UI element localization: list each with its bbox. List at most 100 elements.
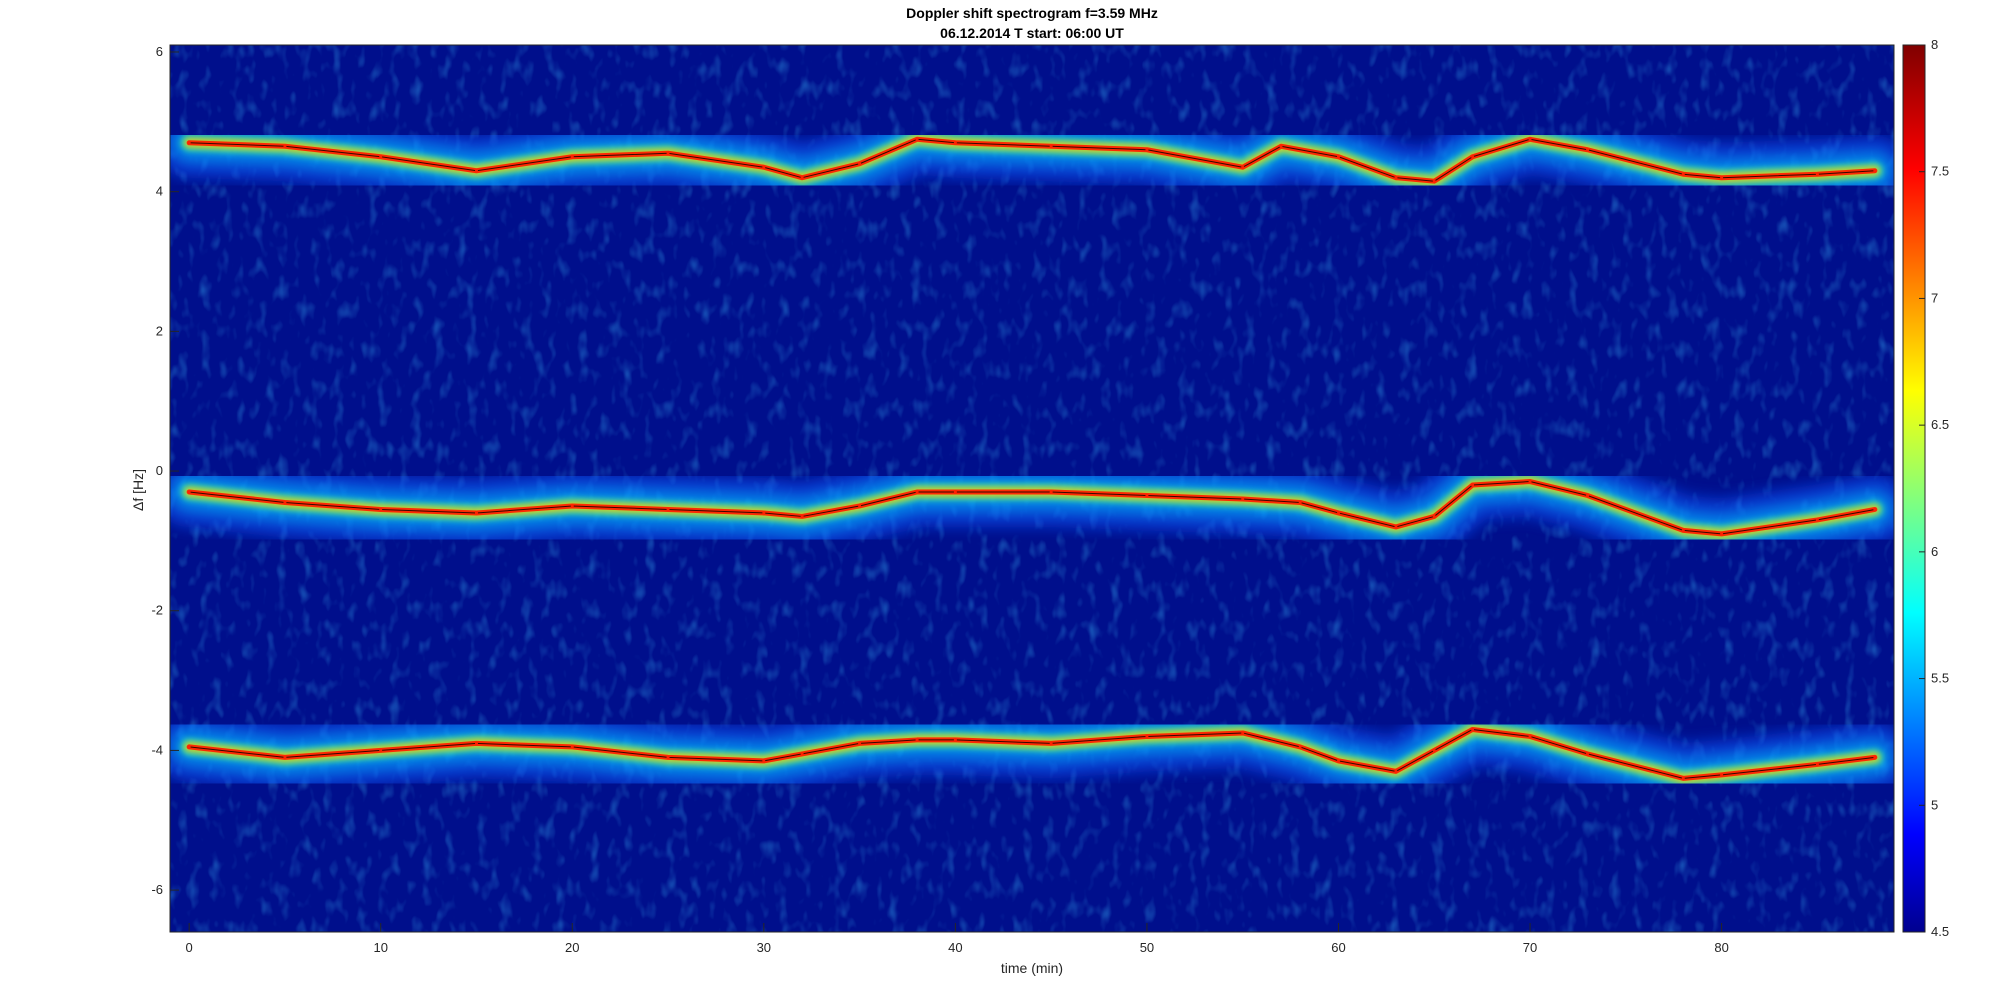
band-point <box>800 176 804 180</box>
band-point <box>474 511 478 515</box>
band-point <box>1873 755 1877 759</box>
band-point <box>1586 752 1590 756</box>
band-point <box>1471 483 1475 487</box>
band-point <box>1049 741 1053 745</box>
y-tick-label: 6 <box>156 44 163 59</box>
band-point <box>1049 490 1053 494</box>
plot-area <box>169 44 1895 933</box>
band-point <box>858 504 862 508</box>
band-point <box>1279 144 1283 148</box>
band-point <box>474 741 478 745</box>
x-tick-label: 0 <box>186 940 193 955</box>
band-point <box>1815 172 1819 176</box>
band-point <box>1528 734 1532 738</box>
band-point <box>379 155 383 159</box>
colorbar-tick-label: 7.5 <box>1931 164 1949 179</box>
x-tick-label: 20 <box>565 940 579 955</box>
band-point <box>1720 532 1724 536</box>
colorbar-gradient <box>1902 44 1926 933</box>
x-tick-label: 60 <box>1331 940 1345 955</box>
x-tick-label: 30 <box>757 940 771 955</box>
y-tick-label: -2 <box>151 603 163 618</box>
band-point <box>1720 176 1724 180</box>
band-point <box>762 759 766 763</box>
band-point <box>570 155 574 159</box>
band-point <box>1145 734 1149 738</box>
signal-bands <box>170 104 1894 814</box>
band-point <box>1336 155 1340 159</box>
band-point <box>1394 769 1398 773</box>
band-point <box>1241 165 1245 169</box>
band-point <box>283 144 287 148</box>
colorbar-tick-label: 8 <box>1931 37 1938 52</box>
band-point <box>1049 144 1053 148</box>
band-point <box>1815 762 1819 766</box>
band-point <box>953 738 957 742</box>
band-point <box>915 490 919 494</box>
x-tick-label: 80 <box>1714 940 1728 955</box>
band-point <box>1873 169 1877 173</box>
x-tick-label: 70 <box>1523 940 1537 955</box>
band-point <box>187 745 191 749</box>
band-point <box>762 165 766 169</box>
colorbar-tick-label: 6 <box>1931 544 1938 559</box>
band-point <box>1681 776 1685 780</box>
band-point <box>1720 773 1724 777</box>
band-point <box>283 755 287 759</box>
band-point <box>666 755 670 759</box>
chart-title: Doppler shift spectrogram f=3.59 MHz <box>906 5 1158 21</box>
band-point <box>762 511 766 515</box>
colorbar: 8 7.5 7 6.5 6 5.5 5 4.5 <box>1902 37 1949 939</box>
x-tick-label: 40 <box>948 940 962 955</box>
band-point <box>283 500 287 504</box>
band-point <box>570 745 574 749</box>
chart-subtitle: 06.12.2014 T start: 06:00 UT <box>940 25 1124 41</box>
x-axis-label: time (min) <box>1001 960 1063 976</box>
colorbar-tick-label: 7 <box>1931 290 1938 305</box>
band-point <box>379 507 383 511</box>
band-point <box>1336 511 1340 515</box>
band-point <box>1298 500 1302 504</box>
x-tick-label: 50 <box>1140 940 1154 955</box>
band-point <box>915 137 919 141</box>
band-point <box>570 504 574 508</box>
band-point <box>1145 493 1149 497</box>
band-point <box>1528 480 1532 484</box>
x-axis-ticks: 0 10 20 30 40 50 60 70 80 <box>186 923 1729 955</box>
band-point <box>1873 507 1877 511</box>
band-point <box>1681 172 1685 176</box>
band-point <box>187 490 191 494</box>
y-axis-label: Δf [Hz] <box>130 469 146 511</box>
band-point <box>1394 176 1398 180</box>
colorbar-ticks: 8 7.5 7 6.5 6 5.5 5 4.5 <box>1919 37 1949 939</box>
band-point <box>1145 148 1149 152</box>
band-point <box>858 741 862 745</box>
band-point <box>1241 731 1245 735</box>
band-point <box>379 748 383 752</box>
y-axis-ticks: 6 4 2 0 -2 -4 -6 <box>151 44 179 897</box>
colorbar-tick-label: 6.5 <box>1931 417 1949 432</box>
y-tick-label: -6 <box>151 882 163 897</box>
colorbar-tick-label: 5 <box>1931 797 1938 812</box>
band-point <box>800 514 804 518</box>
band-point <box>187 141 191 145</box>
band-point <box>666 151 670 155</box>
band-point <box>953 490 957 494</box>
band-point <box>666 507 670 511</box>
band-point <box>1586 148 1590 152</box>
band-point <box>1336 759 1340 763</box>
band-point <box>1432 514 1436 518</box>
y-tick-label: 2 <box>156 323 163 338</box>
colorbar-tick-label: 5.5 <box>1931 671 1949 686</box>
band-point <box>1528 137 1532 141</box>
band-point <box>858 162 862 166</box>
y-tick-label: -4 <box>151 742 163 757</box>
colorbar-tick-label: 4.5 <box>1931 924 1949 939</box>
band-point <box>1471 155 1475 159</box>
band-point <box>800 752 804 756</box>
band-point <box>1298 745 1302 749</box>
plot-frame <box>169 44 1895 933</box>
x-tick-label: 10 <box>373 940 387 955</box>
band-point <box>1815 518 1819 522</box>
